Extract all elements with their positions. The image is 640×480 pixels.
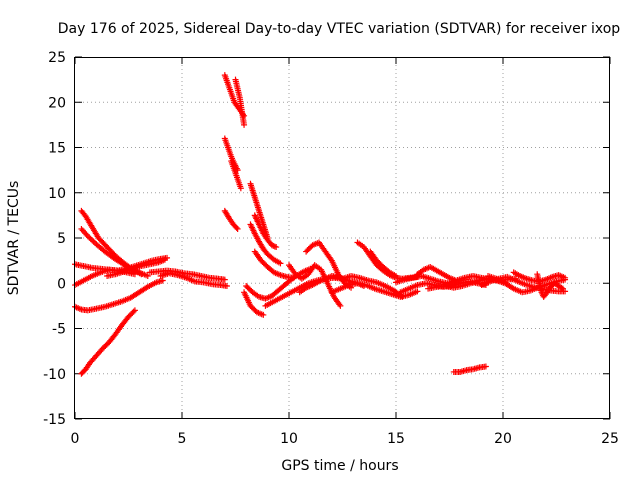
data-point [337,302,344,309]
series-track-22 [286,262,344,309]
series-track-26 [339,273,406,300]
data-point [482,363,489,370]
y-axis-label: SDTVAR / TECUs [6,181,22,296]
series-track-19 [243,265,314,302]
data-point [399,293,406,300]
data-points [72,72,569,377]
data-point [452,277,459,284]
chart-title: Day 176 of 2025, Sidereal Day-to-day VTE… [58,21,621,37]
series-track-01 [78,307,138,377]
data-point [260,311,267,318]
y-tick-label: 0 [57,276,66,292]
data-point [234,225,241,232]
data-point [161,256,168,263]
data-point [221,276,228,283]
data-point [87,235,94,242]
data-point [414,288,421,295]
series-track-15 [247,180,271,241]
y-tick-label: -10 [43,367,66,383]
data-point [273,244,280,251]
plot-frame [74,57,610,419]
data-point [89,237,96,244]
series-track-33 [450,363,489,375]
series-track-37 [534,271,566,300]
series-track-31 [414,263,459,284]
series-track-10 [221,72,248,119]
data-point [159,277,166,284]
data-point [131,271,138,278]
y-tick-label: 5 [57,231,66,247]
series-track-07 [104,256,168,280]
data-point [562,274,569,281]
data-point [393,273,399,280]
x-tick-label: 20 [494,431,512,447]
data-point [131,307,138,314]
data-point [241,121,248,128]
y-tick-labels: -15 -10 -5 0 5 10 15 20 25 [43,50,66,428]
series-track-17 [247,221,284,267]
y-tick-label: 15 [48,141,66,157]
data-point [237,185,244,192]
x-tick-label: 15 [387,431,405,447]
data-point [144,273,151,280]
series-track-20 [241,289,267,318]
series-track-35 [485,273,569,296]
data-point [86,234,93,241]
grid-layer [75,57,610,419]
series-track-09 [157,270,230,289]
series-track-36 [510,269,569,285]
series-track-27 [354,239,421,282]
series-track-12 [221,135,241,174]
x-axis-label: GPS time / hours [281,458,398,474]
y-tick-label: 20 [48,95,66,111]
data-point [90,238,97,245]
y-tick-label: 10 [48,186,66,202]
y-tick-label: -5 [52,322,66,338]
series-track-16 [251,212,280,251]
x-tick-labels: 0 5 10 15 20 25 [71,431,619,447]
series-track-32 [425,275,509,292]
x-tick-label: 5 [178,431,187,447]
series-track-28 [367,248,399,280]
data-point [130,308,137,315]
data-point [223,282,230,289]
data-point [277,260,284,267]
series-track-11 [232,76,248,128]
data-point [233,224,240,231]
x-tick-label: 10 [280,431,298,447]
series-track-14 [221,207,241,232]
series-track-13 [228,158,244,192]
x-tick-label: 0 [71,431,80,447]
series-track-25 [328,280,421,300]
y-tick-label: -15 [43,412,66,428]
x-tick-label: 25 [601,431,619,447]
data-point [559,285,566,292]
series-track-02 [72,277,166,314]
y-tick-label: 25 [48,50,66,66]
